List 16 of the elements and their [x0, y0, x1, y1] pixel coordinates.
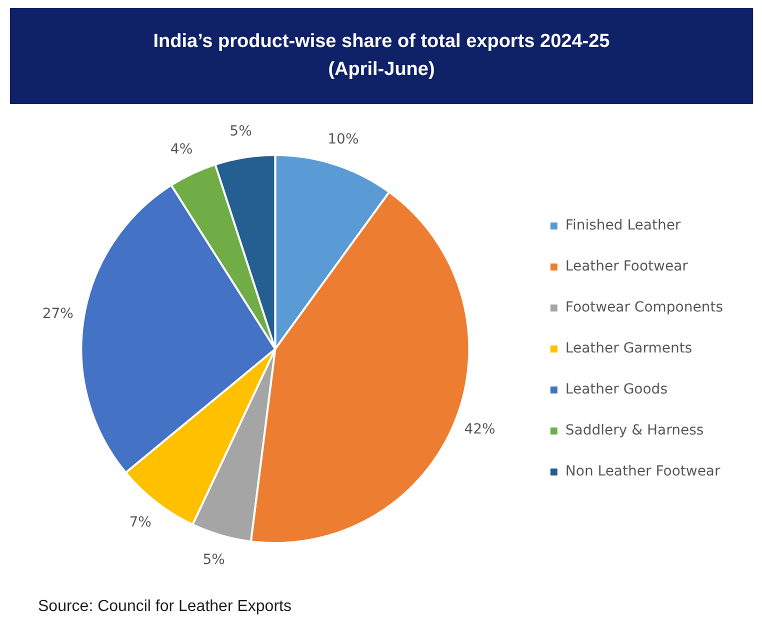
legend-label: Saddlery & Harness — [565, 422, 704, 439]
data-label: 27% — [42, 306, 74, 322]
data-label: 10% — [328, 131, 359, 148]
data-label: 4% — [170, 142, 193, 158]
data-label: 7% — [129, 514, 152, 530]
legend-label: Finished Leather — [565, 218, 681, 234]
data-label: 5% — [230, 123, 252, 140]
legend-label: Leather Garments — [565, 340, 692, 357]
legend-label: Footwear Components — [565, 300, 724, 316]
data-label: 42% — [464, 422, 496, 438]
legend-label: Non Leather Footwear — [565, 464, 721, 480]
chart-title: India’s product-wise share of total exports 2024-25 (April-June) — [10, 8, 753, 104]
legend-label: Leather Footwear — [565, 258, 688, 275]
legend-label: Leather Goods — [565, 382, 668, 398]
data-label: 5% — [202, 552, 225, 568]
source-note: Source: Council for Leather Exports — [38, 598, 292, 616]
